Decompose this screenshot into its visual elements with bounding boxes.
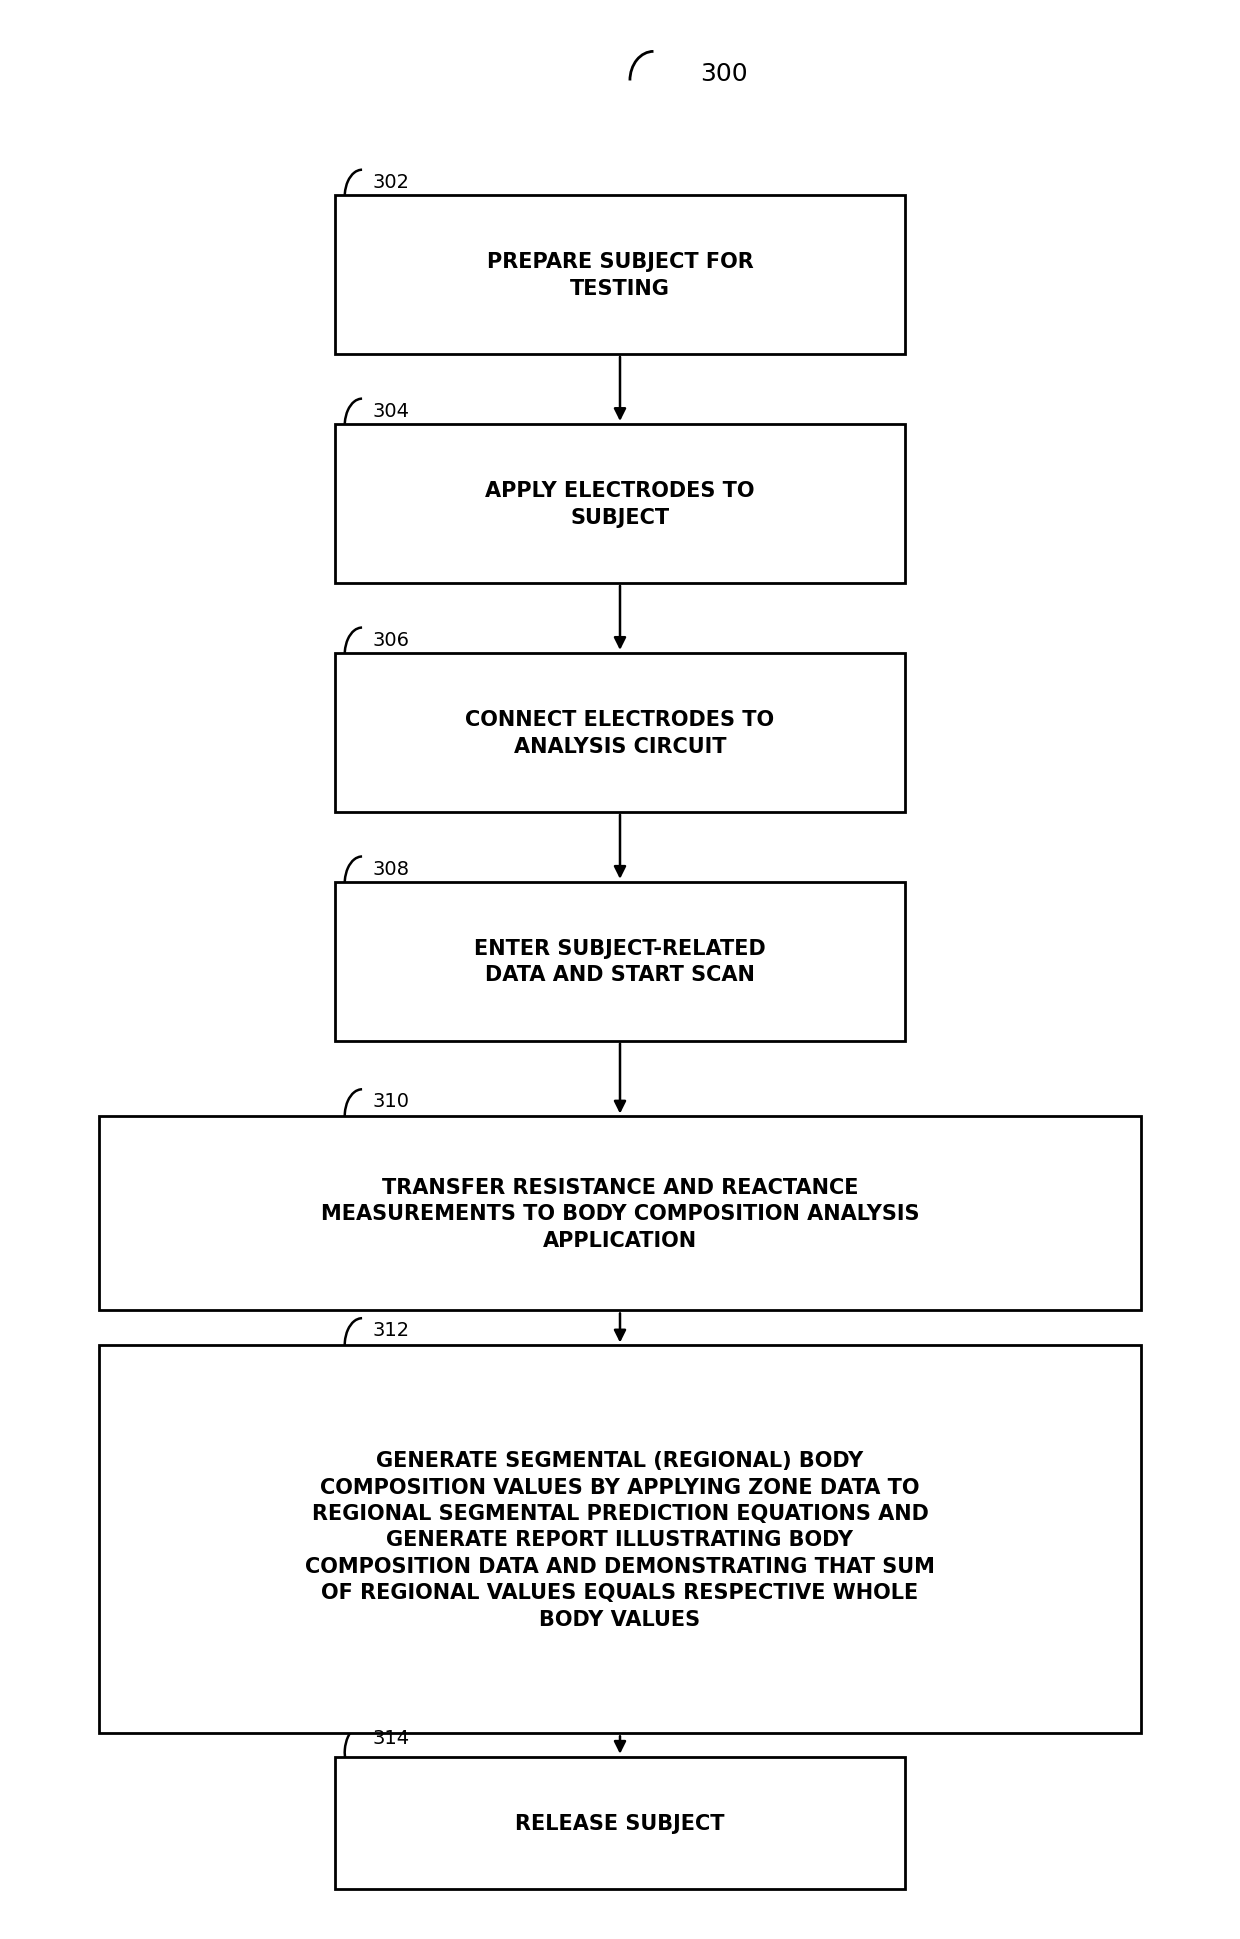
- Text: PREPARE SUBJECT FOR
TESTING: PREPARE SUBJECT FOR TESTING: [486, 252, 754, 299]
- Text: 310: 310: [372, 1092, 409, 1111]
- Text: GENERATE SEGMENTAL (REGIONAL) BODY
COMPOSITION VALUES BY APPLYING ZONE DATA TO
R: GENERATE SEGMENTAL (REGIONAL) BODY COMPO…: [305, 1450, 935, 1629]
- Bar: [335, 882, 905, 1041]
- Text: 306: 306: [372, 630, 409, 650]
- Bar: [335, 653, 905, 812]
- Text: 300: 300: [701, 62, 748, 85]
- Text: 304: 304: [372, 401, 409, 421]
- Bar: [99, 1117, 1141, 1311]
- Text: ENTER SUBJECT-RELATED
DATA AND START SCAN: ENTER SUBJECT-RELATED DATA AND START SCA…: [474, 938, 766, 985]
- Text: 314: 314: [372, 1728, 409, 1747]
- Text: 308: 308: [372, 859, 409, 878]
- Bar: [99, 1346, 1141, 1733]
- Text: 302: 302: [372, 173, 409, 192]
- Text: RELEASE SUBJECT: RELEASE SUBJECT: [516, 1813, 724, 1832]
- Bar: [335, 1757, 905, 1889]
- Bar: [335, 196, 905, 355]
- Text: CONNECT ELECTRODES TO
ANALYSIS CIRCUIT: CONNECT ELECTRODES TO ANALYSIS CIRCUIT: [465, 710, 775, 756]
- Text: APPLY ELECTRODES TO
SUBJECT: APPLY ELECTRODES TO SUBJECT: [485, 481, 755, 527]
- Text: TRANSFER RESISTANCE AND REACTANCE
MEASUREMENTS TO BODY COMPOSITION ANALYSIS
APPL: TRANSFER RESISTANCE AND REACTANCE MEASUR…: [321, 1177, 919, 1251]
- Text: 312: 312: [372, 1320, 409, 1340]
- Bar: [335, 425, 905, 584]
